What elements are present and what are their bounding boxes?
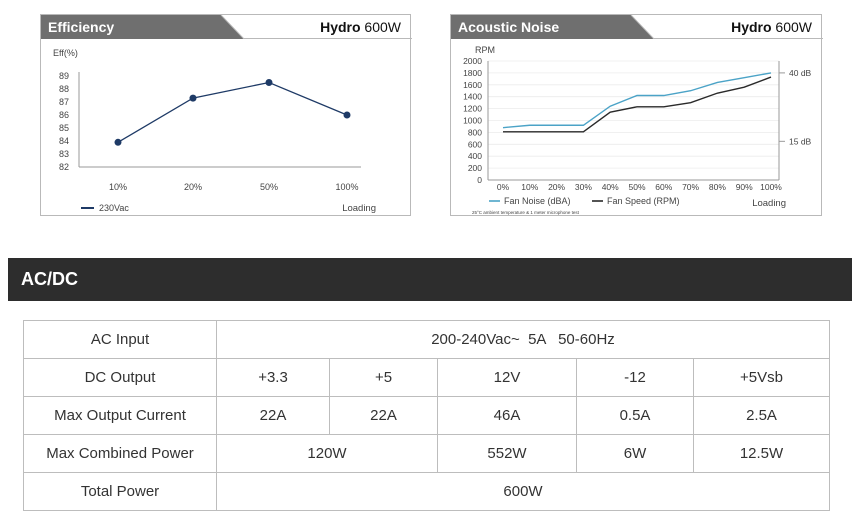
y-tick-label: 84 — [59, 136, 69, 146]
x-tick-label: 60% — [655, 182, 672, 192]
max-current-cell: 22A — [216, 396, 330, 435]
y-tick-label: 88 — [59, 84, 69, 94]
chart-footnote: 25°C ambient temperature & 1 meter micro… — [472, 210, 580, 215]
y-tick-label: 82 — [59, 162, 69, 172]
legend-label-230vac: 230Vac — [99, 203, 129, 213]
x-tick-label: 100% — [335, 182, 358, 192]
x-tick-label: 30% — [575, 182, 592, 192]
efficiency-panel-header: Efficiency Hydro 600W — [41, 15, 412, 39]
max-current-cell: 22A — [329, 396, 438, 435]
acoustic-title: Acoustic Noise — [458, 19, 560, 35]
y-tick-label: 600 — [468, 139, 482, 149]
max-current-cell: 0.5A — [576, 396, 694, 435]
x-tick-label: 80% — [709, 182, 726, 192]
y-tick-label: 83 — [59, 149, 69, 159]
right-axis-label: 40 dB — [789, 68, 812, 78]
series-line-fan-speed — [503, 76, 772, 133]
right-axis-label: 15 dB — [789, 136, 812, 146]
y-tick-label: 400 — [468, 151, 482, 161]
legend-label-fan-speed: Fan Speed (RPM) — [607, 196, 680, 206]
data-point — [189, 94, 197, 102]
product-wattage: 600W — [775, 19, 812, 35]
x-tick-label: 70% — [682, 182, 699, 192]
efficiency-chart-panel: Efficiency Hydro 600W Eff(%) 89 88 87 86 85 84… — [40, 14, 412, 216]
combined-power-cell: 12.5W — [693, 434, 830, 473]
y-tick-label: 1000 — [463, 116, 482, 126]
legend-label-fan-noise: Fan Noise (dBA) — [504, 196, 571, 206]
combined-power-cell: 552W — [437, 434, 577, 473]
total-power-label: Total Power — [23, 472, 217, 511]
acoustic-product-name: Hydro 600W — [731, 19, 812, 35]
max-current-label: Max Output Current — [23, 396, 217, 435]
table-row: AC Input 200-240Vac~ 5A 50-60Hz — [23, 320, 830, 359]
y-tick-label: 200 — [468, 163, 482, 173]
x-tick-label: 40% — [602, 182, 619, 192]
acoustic-line-chart: RPM2000180016001400120010008006004002000… — [463, 45, 812, 215]
x-tick-label: 0% — [497, 182, 510, 192]
dc-output-cell: +3.3 — [216, 358, 330, 397]
efficiency-product-name: Hydro 600W — [320, 19, 401, 35]
dc-output-cell: +5Vsb — [693, 358, 830, 397]
series-line-fan-noise — [502, 72, 772, 129]
y-tick-label: 85 — [59, 123, 69, 133]
y-tick-label: 1600 — [463, 80, 482, 90]
x-tick-label: 20% — [184, 182, 202, 192]
max-current-cell: 2.5A — [693, 396, 830, 435]
data-point — [343, 111, 351, 119]
combined-power-cell: 120W — [216, 434, 438, 473]
y-tick-label: 87 — [59, 97, 69, 107]
product-brand: Hydro — [731, 19, 772, 35]
table-row: DC Output +3.3 +5 12V -12 +5Vsb — [23, 358, 830, 397]
x-tick-label: 50% — [628, 182, 645, 192]
y-tick-label: 89 — [59, 71, 69, 81]
ac-input-label: AC Input — [23, 320, 217, 359]
table-row: Max Combined Power 120W 552W 6W 12.5W — [23, 434, 830, 473]
combined-power-cell: 6W — [576, 434, 694, 473]
x-axis-title: Loading — [342, 203, 376, 214]
product-wattage: 600W — [364, 19, 401, 35]
acoustic-panel-header: Acoustic Noise Hydro 600W — [451, 15, 823, 39]
x-axis-title: Loading — [752, 198, 786, 209]
y-tick-label: 800 — [468, 127, 482, 137]
header-tab-shape — [451, 15, 823, 39]
header-tab-shape — [41, 15, 412, 39]
y-tick-label: 86 — [59, 110, 69, 120]
x-tick-label: 20% — [548, 182, 565, 192]
ac-input-value: 200-240Vac~ 5A 50-60Hz — [216, 320, 830, 359]
acoustic-chart-panel: Acoustic Noise Hydro 600W RPM 2000 1800 160… — [450, 14, 823, 216]
combined-power-label: Max Combined Power — [23, 434, 217, 473]
efficiency-title: Efficiency — [48, 19, 115, 35]
x-tick-label: 10% — [109, 182, 127, 192]
y-tick-label: 1800 — [463, 68, 482, 78]
max-current-cell: 46A — [437, 396, 577, 435]
acdc-spec-table: AC Input 200-240Vac~ 5A 50-60Hz DC Outpu… — [23, 320, 830, 511]
y-tick-label: 2000 — [463, 56, 482, 66]
y-tick-label: 1400 — [463, 92, 482, 102]
y-axis-label: Eff(%) — [53, 48, 78, 58]
y-tick-label: 1200 — [463, 104, 482, 114]
total-power-value: 600W — [216, 472, 830, 511]
y-axis-label: RPM — [475, 45, 495, 55]
y-tick-label: 0 — [477, 175, 482, 185]
efficiency-line-chart: Eff(%) 89 88 87 86 85 84 83 82 10% 20% 50% 100% 230Va… — [53, 48, 376, 214]
dc-output-cell: +5 — [329, 358, 438, 397]
x-tick-label: 90% — [736, 182, 753, 192]
data-point — [265, 79, 273, 86]
x-tick-label: 10% — [521, 182, 538, 192]
series-line-230vac — [117, 81, 348, 143]
section-title: AC/DC — [21, 269, 78, 289]
dc-output-cell: -12 — [576, 358, 694, 397]
table-row: Total Power 600W — [23, 472, 830, 511]
dc-output-label: DC Output — [23, 358, 217, 397]
dc-output-cell: 12V — [437, 358, 577, 397]
x-tick-label: 50% — [260, 182, 278, 192]
product-brand: Hydro — [320, 19, 361, 35]
table-row: Max Output Current 22A 22A 46A 0.5A 2.5A — [23, 396, 830, 435]
x-tick-label: 100% — [760, 182, 782, 192]
section-header-bar: AC/DC — [8, 258, 852, 301]
data-point — [114, 138, 122, 146]
